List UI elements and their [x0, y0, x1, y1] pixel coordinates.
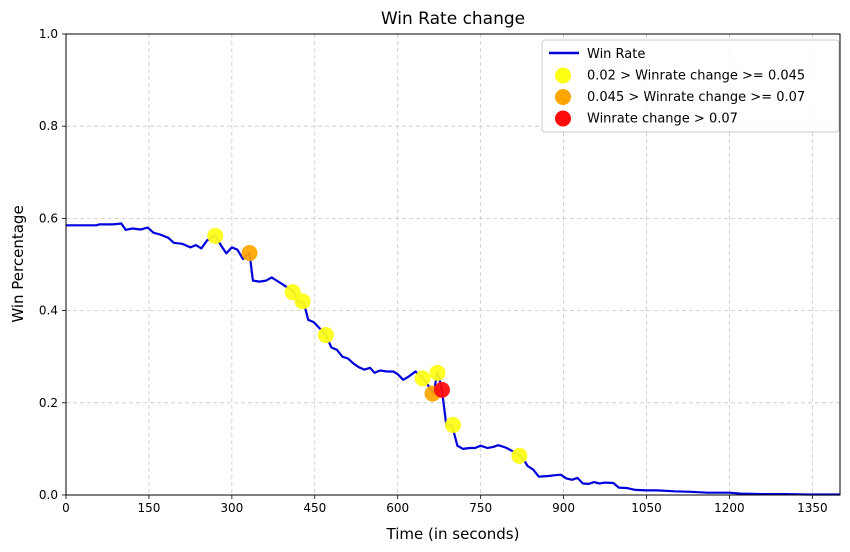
legend-marker-swatch	[555, 67, 571, 84]
x-tick-label: 300	[220, 501, 243, 515]
y-tick-label: 1.0	[39, 27, 58, 41]
marker-1	[445, 416, 461, 433]
x-tick-label: 150	[137, 501, 160, 515]
legend-label: 0.045 > Winrate change >= 0.07	[587, 90, 805, 105]
marker-1	[317, 327, 334, 344]
plot-frame	[65, 33, 841, 496]
legend: Win Rate 0.02 > Winrate change >= 0.045 0…	[541, 39, 840, 133]
marker-2	[241, 244, 258, 261]
y-axis-label: Win Percentage	[9, 205, 27, 322]
x-tick-label: 450	[303, 501, 326, 515]
y-tick-label: 0.2	[39, 396, 58, 410]
legend-marker-swatch	[555, 89, 571, 105]
marker-1	[207, 227, 224, 244]
win-rate-line	[66, 222, 840, 496]
x-axis: 0 150 300 450 600 750 900 1050 1200 1350	[62, 495, 828, 515]
legend-box	[541, 39, 840, 133]
x-axis-label: Time (in seconds)	[386, 525, 520, 543]
legend-label: 0.02 > Winrate change >= 0.045	[587, 69, 805, 84]
marker-1	[511, 447, 528, 464]
x-tick-label: 0	[62, 501, 70, 515]
marker-1	[429, 364, 446, 381]
x-tick-label: 600	[386, 501, 409, 515]
legend-label: Winrate change > 0.07	[587, 112, 738, 127]
chart-title: Win Rate change	[381, 9, 525, 29]
x-tick-label: 750	[469, 501, 492, 515]
x-tick-label: 1350	[797, 501, 828, 515]
x-tick-label: 1200	[714, 501, 745, 515]
y-tick-label: 0.6	[39, 211, 58, 225]
legend-label: Win Rate	[587, 47, 645, 62]
plot-area	[66, 222, 840, 496]
y-tick-label: 0.4	[39, 304, 58, 318]
x-tick-label: 1050	[631, 501, 662, 515]
marker-3	[433, 381, 450, 398]
marker-1	[294, 293, 311, 310]
y-tick-label: 0.8	[39, 119, 58, 133]
y-tick-label: 0.0	[39, 488, 58, 502]
x-tick-label: 900	[552, 501, 575, 515]
y-axis: 0.0 0.2 0.4 0.6 0.8 1.0	[39, 27, 66, 502]
marker-1	[414, 370, 431, 387]
legend-marker-swatch	[555, 110, 571, 127]
